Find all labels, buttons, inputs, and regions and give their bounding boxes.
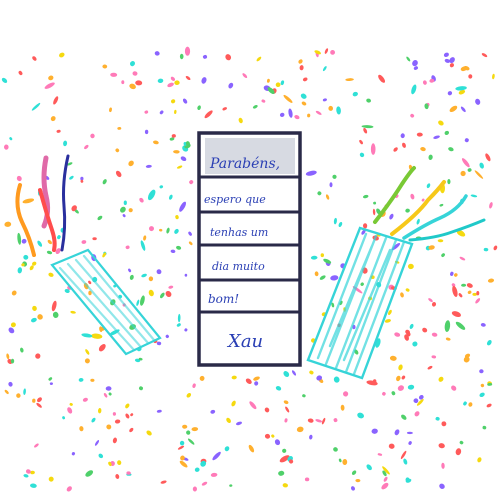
- confetti-dot: [92, 237, 96, 240]
- confetti-dot: [121, 80, 124, 84]
- confetti-dot: [180, 54, 184, 59]
- card-line-5: bom!: [208, 292, 239, 306]
- card-line-6: Xau: [226, 331, 263, 352]
- confetti-dot: [185, 47, 190, 56]
- card-line-4: dia muito: [212, 260, 265, 273]
- card-line-2: espero que: [204, 193, 266, 206]
- card-line-1: Parabéns,: [209, 156, 280, 172]
- confetti-dot: [124, 201, 127, 206]
- card-line-3: tenhas um: [210, 226, 268, 239]
- confetti-dot: [371, 143, 376, 155]
